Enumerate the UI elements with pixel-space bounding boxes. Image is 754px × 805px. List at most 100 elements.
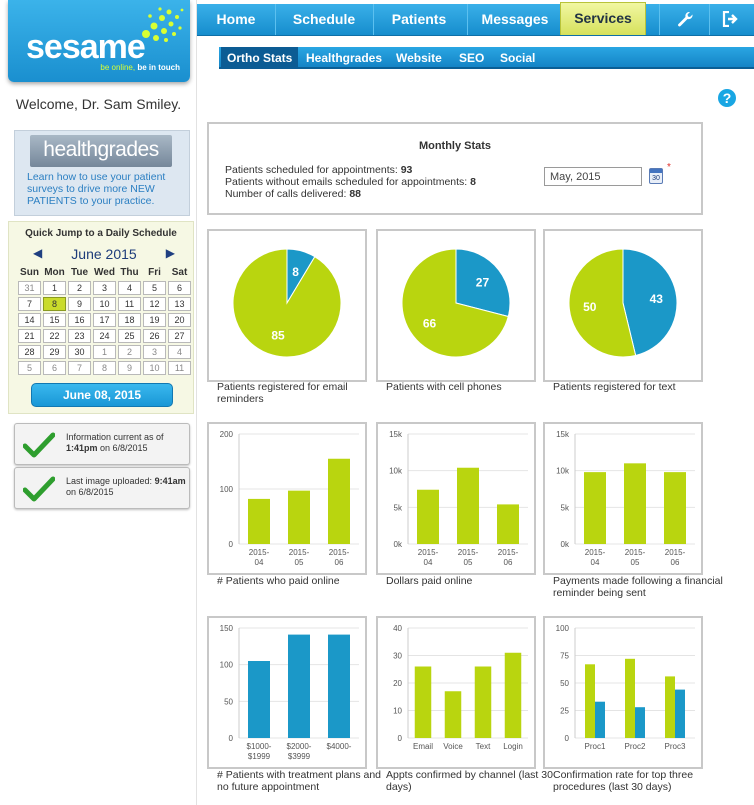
calendar-day[interactable]: 14: [18, 313, 41, 327]
calendar-day[interactable]: 9: [118, 361, 141, 375]
calendar-day[interactable]: 11: [168, 361, 191, 375]
calendar-day[interactable]: 13: [168, 297, 191, 311]
bar[interactable]: [444, 691, 462, 738]
pie-slice[interactable]: [455, 248, 511, 318]
bar[interactable]: [417, 489, 439, 544]
subnav-website[interactable]: Website: [396, 51, 442, 65]
nav-patients[interactable]: Patients: [391, 11, 447, 27]
calendar-day[interactable]: 3: [143, 345, 166, 359]
bar[interactable]: [288, 634, 310, 738]
nav-schedule[interactable]: Schedule: [292, 11, 356, 27]
nav-home[interactable]: Home: [216, 11, 256, 27]
selected-date-button[interactable]: June 08, 2015: [31, 383, 173, 407]
bar[interactable]: [328, 634, 350, 738]
healthgrades-promo[interactable]: healthgrades Learn how to use your patie…: [14, 130, 190, 216]
sesame-logo[interactable]: sesame be online, be in touch: [8, 0, 190, 82]
calendar-day[interactable]: 17: [93, 313, 116, 327]
subnav-seo[interactable]: SEO: [459, 51, 485, 65]
bar[interactable]: [585, 664, 595, 738]
calendar-day[interactable]: 15: [43, 313, 66, 327]
monthly-stats-title: Monthly Stats: [418, 140, 492, 152]
calendar-day[interactable]: 9: [68, 297, 91, 311]
calendar-day[interactable]: 8: [93, 361, 116, 375]
calendar-day[interactable]: 27: [168, 329, 191, 343]
calendar-day[interactable]: 30: [68, 345, 91, 359]
bar[interactable]: [595, 701, 605, 738]
sparkle-icon: [142, 7, 184, 42]
calendar-day[interactable]: 20: [168, 313, 191, 327]
calendar-day[interactable]: 19: [143, 313, 166, 327]
bar[interactable]: [624, 463, 646, 544]
subnav-healthgrades[interactable]: Healthgrades: [306, 51, 383, 65]
calendar-icon[interactable]: 30: [649, 168, 663, 184]
calendar-day[interactable]: 7: [68, 361, 91, 375]
bar[interactable]: [504, 652, 522, 738]
pie-slice[interactable]: [401, 248, 509, 358]
pie-slice[interactable]: [568, 248, 637, 358]
subnav-ortho-stats[interactable]: Ortho Stats: [221, 47, 299, 69]
help-icon[interactable]: ?: [718, 89, 736, 107]
chart-caption: Patients registered for email reminders: [217, 381, 348, 405]
calendar-day[interactable]: 5: [143, 281, 166, 295]
calendar-day[interactable]: 4: [168, 345, 191, 359]
bar[interactable]: [328, 458, 350, 544]
calendar-day[interactable]: 1: [43, 281, 66, 295]
bar[interactable]: [675, 689, 685, 738]
calendar-day[interactable]: 11: [118, 297, 141, 311]
calendar-day[interactable]: 24: [93, 329, 116, 343]
healthgrades-promo-text[interactable]: Learn how to use your patient surveys to…: [27, 171, 166, 207]
logout-icon[interactable]: [711, 4, 751, 35]
bar[interactable]: [474, 666, 492, 739]
nav-services[interactable]: Services: [560, 2, 646, 35]
chart-caption: # Patients with treatment plans and no f…: [217, 769, 382, 793]
calendar-day[interactable]: 28: [18, 345, 41, 359]
x-tick-label: Proc3: [665, 742, 686, 751]
calendar-day[interactable]: 25: [118, 329, 141, 343]
bar[interactable]: [635, 707, 645, 738]
calendar-day[interactable]: 6: [43, 361, 66, 375]
calendar-day[interactable]: 2: [118, 345, 141, 359]
x-tick-label: Text: [476, 742, 491, 751]
y-tick-label: 25: [560, 707, 569, 716]
calendar-day[interactable]: 21: [18, 329, 41, 343]
calendar-day[interactable]: 5: [18, 361, 41, 375]
calendar-day[interactable]: 8: [43, 297, 66, 311]
prev-month-icon[interactable]: ◀: [33, 246, 43, 260]
calendar-day[interactable]: 6: [168, 281, 191, 295]
bar[interactable]: [457, 467, 479, 544]
pie-slice[interactable]: [622, 248, 678, 357]
calendar-day[interactable]: 29: [43, 345, 66, 359]
wrench-icon[interactable]: [663, 4, 707, 35]
bar[interactable]: [665, 676, 675, 738]
pie-slice[interactable]: [232, 248, 342, 358]
next-month-icon[interactable]: ▶: [165, 246, 175, 260]
calendar-day[interactable]: 10: [143, 361, 166, 375]
calendar-day[interactable]: 22: [43, 329, 66, 343]
x-tick-label: 2015-: [458, 548, 479, 557]
calendar-day[interactable]: 16: [68, 313, 91, 327]
calendar-day[interactable]: 1: [93, 345, 116, 359]
calendar-day[interactable]: 3: [93, 281, 116, 295]
x-tick-label: 2015-: [625, 548, 646, 557]
calendar-day[interactable]: 7: [18, 297, 41, 311]
subnav-social[interactable]: Social: [500, 51, 536, 65]
calendar-day[interactable]: 18: [118, 313, 141, 327]
calendar-day[interactable]: 2: [68, 281, 91, 295]
pie-chart: 27 66: [401, 248, 511, 358]
calendar-day[interactable]: 31: [18, 281, 41, 295]
calendar-day[interactable]: 10: [93, 297, 116, 311]
bar[interactable]: [625, 658, 635, 738]
nav-messages[interactable]: Messages: [481, 11, 549, 27]
calendar-day[interactable]: 12: [143, 297, 166, 311]
calendar-day[interactable]: 26: [143, 329, 166, 343]
bar[interactable]: [248, 498, 270, 544]
bar[interactable]: [584, 472, 606, 544]
bar[interactable]: [248, 661, 270, 738]
bar[interactable]: [288, 490, 310, 544]
calendar-day[interactable]: 4: [118, 281, 141, 295]
bar[interactable]: [414, 666, 432, 739]
bar[interactable]: [664, 472, 686, 544]
calendar-day[interactable]: 23: [68, 329, 91, 343]
month-input[interactable]: [544, 167, 642, 186]
bar[interactable]: [497, 504, 519, 544]
